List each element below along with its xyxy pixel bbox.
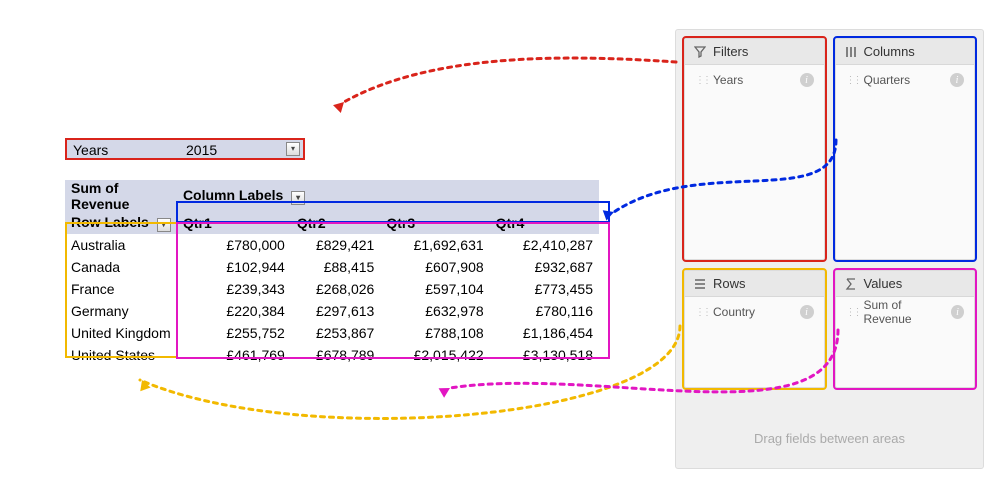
value-cell: £88,415 <box>291 256 381 278</box>
pivot-header-row-2: Row Labels ▾ Qtr1 Qtr2 Qtr3 Qtr4 <box>65 212 599 234</box>
sigma-icon <box>844 278 858 290</box>
pill-country[interactable]: ⋮⋮ Country i <box>689 301 820 323</box>
area-values[interactable]: Values ⋮⋮ Sum of Revenue i <box>835 270 976 388</box>
area-filters-header: Filters <box>685 39 824 65</box>
pill-country-label: Country <box>713 305 755 319</box>
area-rows-header: Rows <box>685 271 824 297</box>
funnel-icon <box>693 46 707 58</box>
value-cell: £2,410,287 <box>490 234 599 256</box>
pill-sum-of-revenue[interactable]: ⋮⋮ Sum of Revenue i <box>840 301 971 323</box>
value-cell: £1,692,631 <box>380 234 489 256</box>
col-hdr-q3: Qtr3 <box>380 212 489 234</box>
col-hdr-q4: Qtr4 <box>490 212 599 234</box>
col-hdr-q2: Qtr2 <box>291 212 381 234</box>
value-cell: £297,613 <box>291 300 381 322</box>
pill-years[interactable]: ⋮⋮ Years i <box>689 69 820 91</box>
info-icon[interactable]: i <box>951 305 964 319</box>
area-rows[interactable]: Rows ⋮⋮ Country i <box>684 270 825 388</box>
value-cell: £788,108 <box>380 322 489 344</box>
row-label: Australia <box>65 234 177 256</box>
table-row: Australia£780,000£829,421£1,692,631£2,41… <box>65 234 599 256</box>
value-cell: £607,908 <box>380 256 489 278</box>
area-filters[interactable]: Filters ⋮⋮ Years i <box>684 38 825 260</box>
filter-field-label: Years <box>67 140 182 158</box>
table-row: Canada£102,944£88,415£607,908£932,687 <box>65 256 599 278</box>
value-cell: £268,026 <box>291 278 381 300</box>
drag-hint: Drag fields between areas <box>676 408 983 468</box>
columns-icon <box>844 46 858 58</box>
value-cell: £773,455 <box>490 278 599 300</box>
pivot-field-panel: Filters ⋮⋮ Years i Columns ⋮⋮ <box>675 29 984 469</box>
area-filters-title: Filters <box>713 44 748 59</box>
value-cell: £255,752 <box>177 322 291 344</box>
info-icon[interactable]: i <box>800 73 814 87</box>
pill-sum-of-revenue-label: Sum of Revenue <box>864 298 947 326</box>
rows-icon <box>693 278 707 290</box>
value-cell: £597,104 <box>380 278 489 300</box>
area-values-header: Values <box>836 271 975 297</box>
table-row: United States£461,769£678,789£2,015,422£… <box>65 344 599 366</box>
table-row: France£239,343£268,026£597,104£773,455 <box>65 278 599 300</box>
area-columns[interactable]: Columns ⋮⋮ Quarters i <box>835 38 976 260</box>
area-columns-title: Columns <box>864 44 915 59</box>
area-values-title: Values <box>864 276 903 291</box>
filter-dropdown-button[interactable]: ▾ <box>286 142 300 156</box>
table-row: United Kingdom£255,752£253,867£788,108£1… <box>65 322 599 344</box>
row-labels-text: Row Labels <box>71 214 149 230</box>
column-labels-cell: Column Labels ▾ <box>177 180 599 212</box>
pill-quarters-label: Quarters <box>864 73 911 87</box>
row-label: United States <box>65 344 177 366</box>
value-cell: £678,789 <box>291 344 381 366</box>
row-labels-cell: Row Labels ▾ <box>65 212 177 234</box>
pill-years-label: Years <box>713 73 743 87</box>
grip-icon: ⋮⋮ <box>846 75 860 86</box>
value-cell: £932,687 <box>490 256 599 278</box>
value-cell: £3,130,518 <box>490 344 599 366</box>
pivot-table: Sum of Revenue Column Labels ▾ Row Label… <box>65 180 599 366</box>
value-cell: £632,978 <box>380 300 489 322</box>
filter-value: 2015 <box>182 140 283 158</box>
col-hdr-q1: Qtr1 <box>177 212 291 234</box>
pill-quarters[interactable]: ⋮⋮ Quarters i <box>840 69 971 91</box>
row-label: Canada <box>65 256 177 278</box>
value-cell: £220,384 <box>177 300 291 322</box>
measure-label: Sum of Revenue <box>65 180 177 212</box>
grip-icon: ⋮⋮ <box>695 75 709 86</box>
value-cell: £461,769 <box>177 344 291 366</box>
row-label: Germany <box>65 300 177 322</box>
value-cell: £2,015,422 <box>380 344 489 366</box>
grip-icon: ⋮⋮ <box>695 307 709 318</box>
value-cell: £780,000 <box>177 234 291 256</box>
column-labels-dropdown[interactable]: ▾ <box>291 191 305 205</box>
pivot-header-row-1: Sum of Revenue Column Labels ▾ <box>65 180 599 212</box>
value-cell: £239,343 <box>177 278 291 300</box>
area-columns-header: Columns <box>836 39 975 65</box>
value-cell: £780,116 <box>490 300 599 322</box>
value-cell: £1,186,454 <box>490 322 599 344</box>
info-icon[interactable]: i <box>950 73 964 87</box>
column-labels-text: Column Labels <box>183 187 283 203</box>
value-cell: £102,944 <box>177 256 291 278</box>
value-cell: £829,421 <box>291 234 381 256</box>
grip-icon: ⋮⋮ <box>846 307 860 318</box>
pivot-filter-bar: Years 2015 ▾ <box>65 138 305 160</box>
area-rows-title: Rows <box>713 276 746 291</box>
table-row: Germany£220,384£297,613£632,978£780,116 <box>65 300 599 322</box>
row-label: France <box>65 278 177 300</box>
row-labels-dropdown[interactable]: ▾ <box>157 218 171 232</box>
info-icon[interactable]: i <box>800 305 814 319</box>
row-label: United Kingdom <box>65 322 177 344</box>
value-cell: £253,867 <box>291 322 381 344</box>
